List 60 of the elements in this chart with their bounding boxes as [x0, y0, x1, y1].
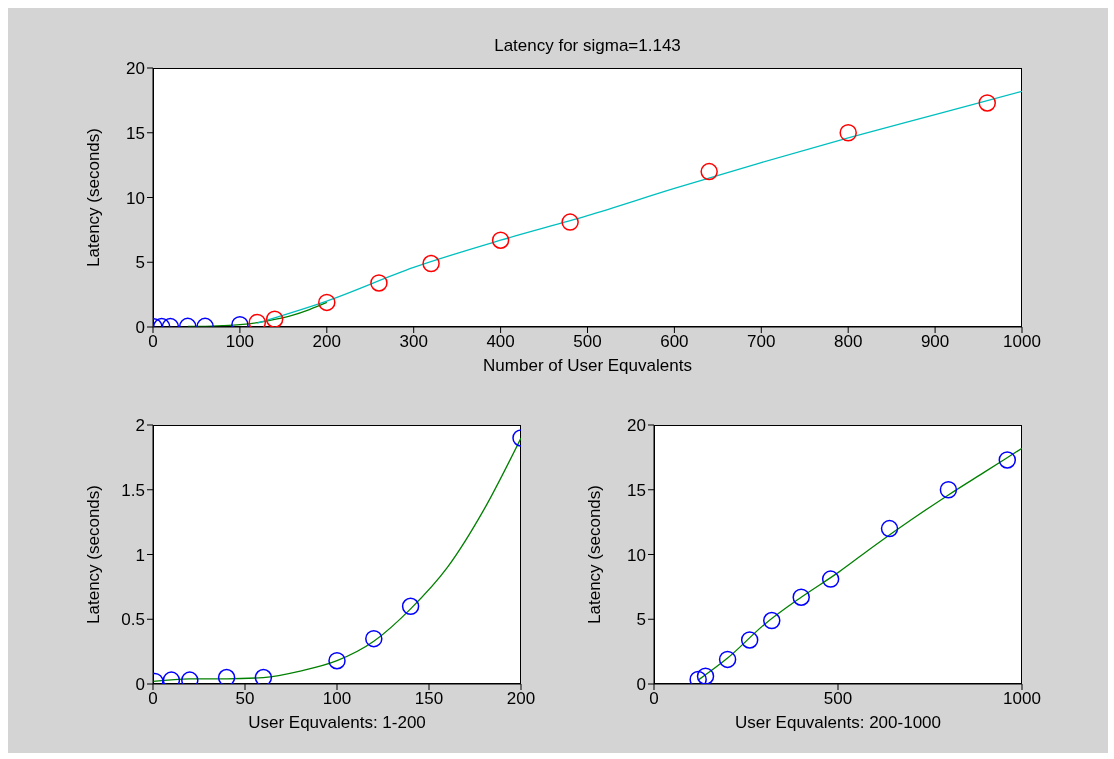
point [561, 213, 579, 231]
y-axis-title: Latency (seconds) [585, 485, 605, 624]
y-tick-label: 5 [135, 253, 145, 273]
y-tick-label: 15 [627, 480, 646, 500]
y-axis-title: Latency (seconds) [84, 128, 104, 267]
y-tick-label: 10 [126, 188, 145, 208]
point [763, 611, 781, 630]
point [839, 124, 857, 142]
point [939, 481, 958, 499]
y-axis-title: Latency (seconds) [84, 485, 104, 624]
point [978, 94, 996, 112]
x-tick-label: 1000 [1003, 689, 1041, 709]
y-tick-label: 0.5 [121, 610, 145, 630]
point [880, 519, 899, 538]
y-tick-label: 10 [627, 545, 646, 565]
point [328, 651, 346, 670]
x-tick-label: 500 [573, 332, 602, 352]
y-tick-label: 0 [636, 675, 646, 695]
y-tick-label: 15 [126, 123, 145, 143]
x-axis-title: User Equvalents: 1-200 [247, 713, 427, 733]
x-tick-label: 100 [322, 689, 352, 709]
x-tick-label: 0 [649, 689, 659, 709]
point [998, 451, 1017, 469]
point [740, 631, 759, 649]
y-tick-label: 20 [126, 59, 145, 79]
y-tick-label: 0 [135, 675, 145, 695]
y-tick-label: 0 [135, 318, 145, 338]
x-tick-label: 200 [506, 689, 536, 709]
x-tick-label: 600 [660, 332, 689, 352]
point [491, 231, 510, 249]
x-axis-title: User Equvalents: 200-1000 [734, 713, 942, 733]
x-tick-label: 400 [486, 332, 515, 352]
x-tick-label: 150 [414, 689, 444, 709]
y-tick-label: 20 [627, 416, 646, 436]
x-tick-label: 200 [312, 332, 341, 352]
point [365, 629, 383, 648]
point [696, 667, 715, 684]
x-axis-title: Number of User Equvalents [482, 356, 693, 376]
x-tick-label: 0 [148, 332, 158, 352]
y-tick-label: 1 [135, 545, 145, 565]
point [792, 588, 810, 606]
x-tick-label: 500 [823, 689, 853, 709]
y-tick-label: 1.5 [121, 480, 145, 500]
x-tick-label: 800 [834, 332, 863, 352]
point [217, 668, 236, 684]
point [700, 162, 718, 181]
point [718, 650, 737, 669]
x-tick-label: 900 [920, 332, 950, 352]
point [821, 570, 840, 588]
x-tick-label: 1000 [1003, 332, 1041, 352]
point [254, 668, 273, 684]
x-tick-label: 300 [399, 332, 428, 352]
chart-title: Latency for sigma=1.143 [493, 36, 682, 56]
y-tick-label: 2 [135, 416, 145, 436]
x-tick-label: 700 [747, 332, 776, 352]
x-tick-label: 100 [225, 332, 255, 352]
y-tick-label: 5 [636, 610, 646, 630]
point [401, 597, 420, 616]
x-tick-label: 0 [148, 689, 158, 709]
x-tick-label: 50 [235, 689, 255, 709]
